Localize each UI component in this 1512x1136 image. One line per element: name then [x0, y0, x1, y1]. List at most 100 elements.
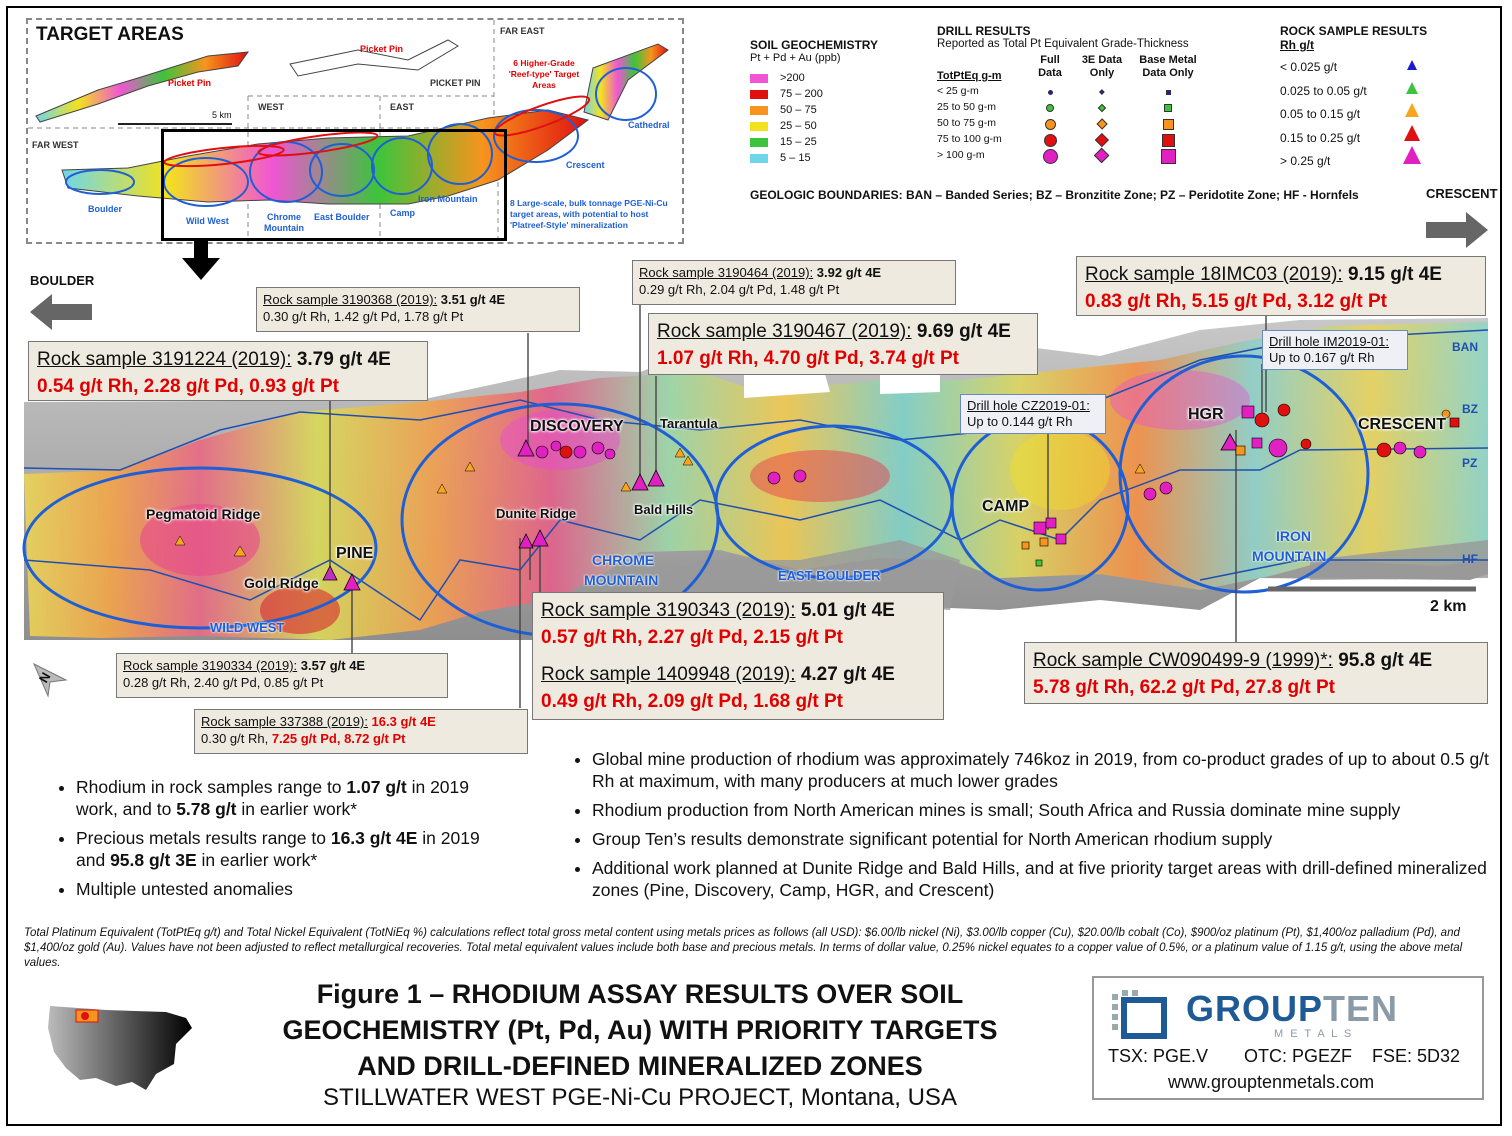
- inset-label-far-east: FAR EAST: [500, 26, 545, 36]
- rock-legend-row: 0.15 to 0.25 g/t: [1280, 124, 1440, 151]
- inset-label-chrome-mountain: Chrome Mountain: [264, 212, 304, 233]
- down-arrow-icon: [182, 240, 220, 280]
- rock-legend-subtitle: Rh g/t: [1280, 38, 1314, 52]
- logo-name: GROUPTEN: [1186, 988, 1398, 1030]
- callout-drillhole-cz2019: Drill hole CZ2019-01: Up to 0.144 g/t Rh: [960, 394, 1106, 434]
- inset-label-east: EAST: [390, 102, 415, 112]
- rock-triangle-symbol: [1407, 60, 1417, 70]
- drill-square-symbol: [1161, 133, 1175, 147]
- rock-label: 0.05 to 0.15 g/t: [1280, 107, 1361, 121]
- inset-heading: TARGET AREAS: [36, 24, 184, 45]
- callout-3190464: Rock sample 3190464 (2019): 3.92 g/t 4E …: [632, 260, 956, 305]
- soil-label: 50 – 75: [780, 104, 817, 116]
- callout-3190343-1409948: Rock sample 3190343 (2019): 5.01 g/t 4E …: [532, 592, 944, 720]
- map-label-bald-hills: Bald Hills: [634, 502, 694, 517]
- bullet-right-1: Global mine production of rhodium was ap…: [592, 748, 1494, 792]
- callout-cw090499-detail: 5.78 g/t Rh, 62.2 g/t Pd, 27.8 g/t Pt: [1033, 677, 1335, 698]
- figure-frame: [6, 6, 1502, 1126]
- bullet-left-2: Precious metals results range to 16.3 g/…: [76, 827, 498, 871]
- rock-label: 0.15 to 0.25 g/t: [1280, 130, 1361, 145]
- drill-legend-row: < 25 g-m: [937, 84, 1237, 100]
- callout-3190334-total: 3.57 g/t 4E: [297, 658, 366, 673]
- callout-3190368-head: Rock sample 3190368 (2019):: [263, 292, 438, 307]
- drill-square-symbol: [1162, 118, 1174, 130]
- arrow-left-icon: [30, 294, 92, 330]
- map-label-hgr: HGR: [1188, 406, 1224, 423]
- map-label-crescent: CRESCENT: [1358, 416, 1447, 433]
- soil-legend-row: 25 – 50: [750, 118, 890, 134]
- drill-row-header: TotPtEq g-m: [937, 70, 1002, 82]
- callout-3190467-detail: 1.07 g/t Rh, 4.70 g/t Pd, 3.74 g/t Pt: [657, 348, 959, 369]
- soil-legend-row: >200: [750, 70, 890, 86]
- callout-cw090499-total: 95.8 g/t 4E: [1332, 650, 1433, 671]
- drill-col-3e: 3E Data Only: [1081, 54, 1123, 79]
- callout-1409948-head: Rock sample 1409948 (2019):: [541, 664, 796, 685]
- callout-3190464-detail: 0.29 g/t Rh, 2.04 g/t Pd, 1.48 g/t Pt: [639, 282, 840, 297]
- drill-legend: DRILL RESULTS Reported as Total Pt Equiv…: [937, 24, 1237, 164]
- map-label-iron: IRON: [1276, 528, 1311, 544]
- rock-legend-rows: < 0.025 g/t 0.025 to 0.05 g/t 0.05 to 0.15…: [1280, 56, 1440, 174]
- map-scale-label: 2 km: [1430, 598, 1467, 615]
- rock-label: 0.025 to 0.05 g/t: [1280, 83, 1367, 98]
- callout-3190334: Rock sample 3190334 (2019): 3.57 g/t 4E …: [116, 653, 448, 698]
- inset-reef-note: 6 Higher-Grade 'Reef-type' Target Areas: [508, 58, 580, 90]
- callout-3190343-head: Rock sample 3190343 (2019):: [541, 600, 796, 621]
- map-label-chrome: CHROME: [592, 552, 655, 568]
- soil-legend-title: SOIL GEOCHEMISTRY: [750, 38, 879, 52]
- map-label-iron-mountain: MOUNTAIN: [1252, 548, 1327, 564]
- drill-legend-row: 50 to 75 g-m: [937, 116, 1237, 132]
- callout-3190368-detail: 0.30 g/t Rh, 1.42 g/t Pd, 1.78 g/t Pt: [263, 309, 464, 324]
- bullet-left-1: Rhodium in rock samples range to 1.07 g/…: [76, 776, 498, 820]
- soil-swatch: [750, 137, 768, 147]
- callout-3190467-total: 9.69 g/t 4E: [911, 321, 1011, 342]
- rock-triangle-symbol: [1403, 146, 1421, 164]
- inset-label-boulder: Boulder: [88, 204, 123, 214]
- geologic-boundaries-note: GEOLOGIC BOUNDARIES: BAN – Banded Series…: [750, 188, 1359, 202]
- soil-label: 15 – 25: [780, 136, 817, 148]
- inset-label-picket-pin: Picket Pin: [168, 78, 212, 88]
- drill-label: 50 to 75 g-m: [937, 117, 996, 129]
- figure-title-block: Figure 1 – RHODIUM ASSAY RESULTS OVER SO…: [210, 976, 1070, 1112]
- inset-focus-box: [161, 129, 507, 241]
- map-label-gold-ridge: Gold Ridge: [244, 575, 319, 591]
- logo-square-icon: [1112, 990, 1167, 1039]
- rock-triangle-symbol: [1405, 103, 1419, 117]
- callout-3190368-total: 3.51 g/t 4E: [437, 292, 506, 307]
- callout-drillhole-im2019: Drill hole IM2019-01: Up to 0.167 g/t Rh: [1262, 330, 1408, 370]
- callout-337388: Rock sample 337388 (2019): 16.3 g/t 4E 0…: [194, 709, 528, 754]
- logo-tsx: TSX: PGE.V: [1108, 1046, 1209, 1066]
- inset-scale-label: 5 km: [212, 110, 232, 120]
- arrow-right-label: CRESCENT: [1426, 186, 1498, 201]
- drill-legend-rows: < 25 g-m 25 to 50 g-m 50 to 75 g-m 75 to 10…: [937, 84, 1237, 164]
- inset-label-camp: Camp: [390, 208, 416, 218]
- rock-legend-row: 0.025 to 0.05 g/t: [1280, 80, 1440, 104]
- rock-triangle-symbol: [1404, 124, 1420, 141]
- soil-legend: SOIL GEOCHEMISTRY Pt + Pd + Au (ppb) >20…: [750, 38, 890, 166]
- map-label-camp: CAMP: [982, 498, 1030, 515]
- inset-label-west: WEST: [258, 102, 284, 112]
- callout-337388-head: Rock sample 337388 (2019):: [201, 714, 368, 729]
- drill-legend-title: DRILL RESULTS: [937, 24, 1031, 38]
- soil-legend-rows: >200 75 – 200 50 – 75 25 – 50 15 – 25 5 – 15: [750, 70, 890, 166]
- drill-square-symbol: [1164, 104, 1172, 112]
- drill-label: 75 to 100 g-m: [937, 133, 1002, 145]
- drill-circle-symbol: [1046, 104, 1054, 112]
- callout-3190464-head: Rock sample 3190464 (2019):: [639, 265, 814, 280]
- callout-18imc03-head: Rock sample 18IMC03 (2019):: [1085, 264, 1343, 285]
- drill-legend-row: 25 to 50 g-m: [937, 100, 1237, 116]
- rock-legend: ROCK SAMPLE RESULTS Rh g/t < 0.025 g/t 0.…: [1280, 24, 1440, 174]
- callout-drillhole-cz2019-detail: Up to 0.144 g/t Rh: [967, 414, 1073, 429]
- bullet-left-3: Multiple untested anomalies: [76, 878, 498, 900]
- soil-label: >200: [780, 72, 805, 84]
- drill-square-symbol: [1160, 148, 1176, 164]
- inset-label-cathedral: Cathedral: [628, 120, 670, 130]
- inset-label-far-west: FAR WEST: [32, 140, 79, 150]
- bullets-left: Rhodium in rock samples range to 1.07 g/…: [58, 776, 498, 907]
- drill-circle-symbol: [1044, 118, 1056, 130]
- rock-label: < 0.025 g/t: [1280, 60, 1338, 74]
- bullet-right-3: Group Ten’s results demonstrate signific…: [592, 828, 1494, 850]
- logo-url[interactable]: www.grouptenmetals.com: [1168, 1072, 1375, 1092]
- map-label-wild-west: WILD WEST: [210, 620, 285, 635]
- callout-1409948-detail: 0.49 g/t Rh, 2.09 g/t Pd, 1.68 g/t Pt: [541, 691, 843, 712]
- callout-337388-detail-a: 0.30 g/t Rh,: [201, 731, 272, 746]
